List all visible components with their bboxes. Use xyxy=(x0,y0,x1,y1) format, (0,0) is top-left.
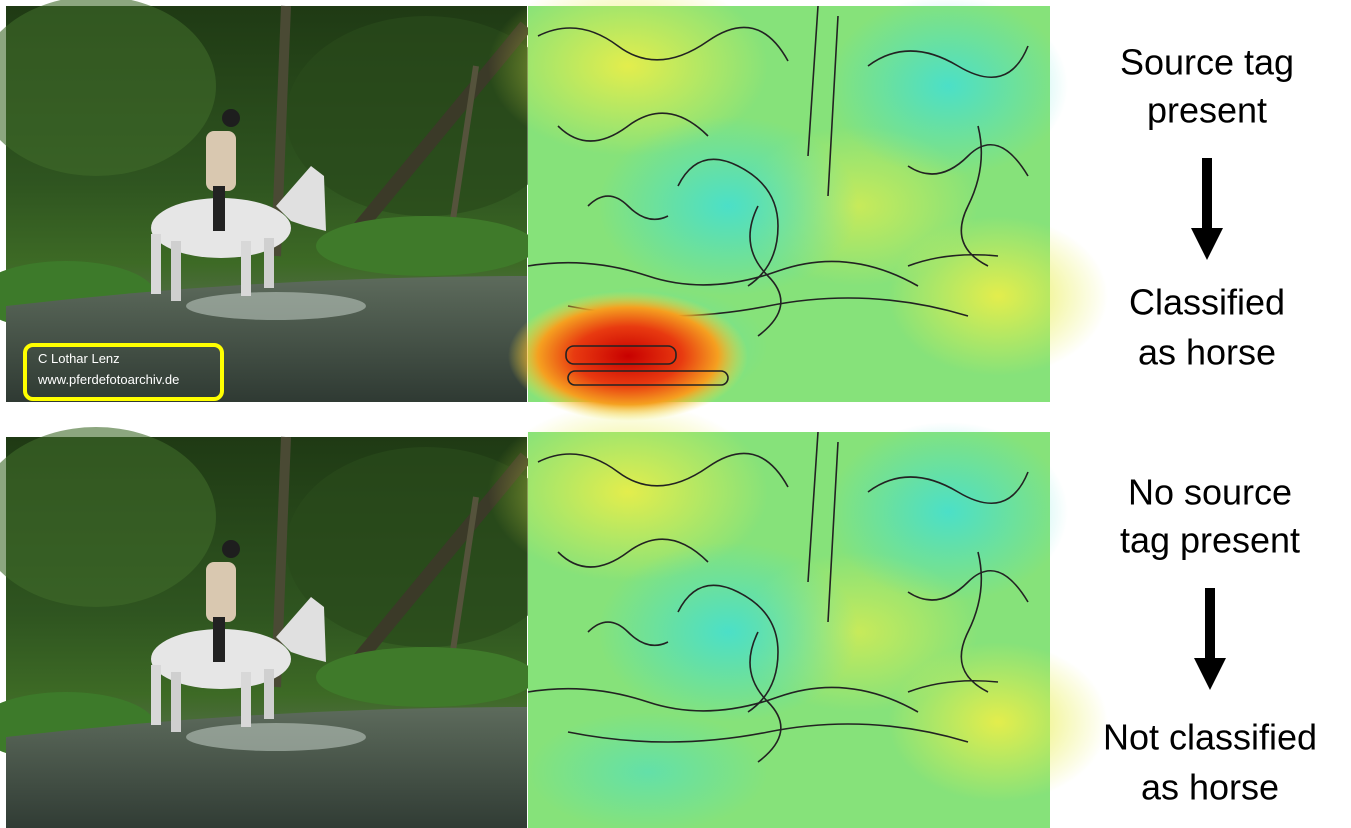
caption-line: No source xyxy=(1128,472,1292,513)
caption-line: as horse xyxy=(1141,767,1279,808)
heatmap-without-tag xyxy=(488,402,1108,828)
arrow xyxy=(1194,588,1226,690)
caption-line: Source tag xyxy=(1120,42,1294,83)
caption-line: Not classified xyxy=(1103,717,1317,758)
figure: C Lothar Lenz www.pferdefotoarchiv.de So… xyxy=(0,0,1351,828)
watermark-line: C Lothar Lenz xyxy=(38,351,120,366)
photo-with-tag: C Lothar Lenz www.pferdefotoarchiv.de xyxy=(0,0,566,402)
caption-line: as horse xyxy=(1138,332,1276,373)
watermark-line: www.pferdefotoarchiv.de xyxy=(37,372,179,387)
photo-without-tag xyxy=(0,427,566,828)
page: {"panels": [ {"watermark": {"lines": ["C… xyxy=(0,0,1351,828)
heatmap-with-tag xyxy=(488,0,1108,421)
caption-line: tag present xyxy=(1120,520,1300,561)
caption-line: present xyxy=(1147,90,1267,131)
arrow xyxy=(1191,158,1223,260)
caption-line: Classified xyxy=(1129,282,1285,323)
